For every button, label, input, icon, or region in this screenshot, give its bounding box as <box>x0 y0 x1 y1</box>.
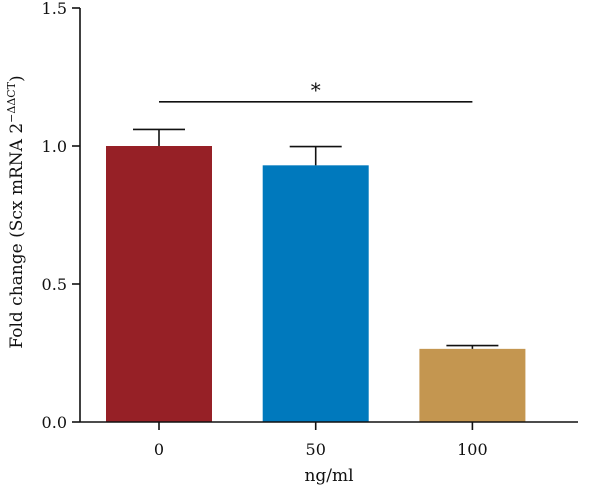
bars-group <box>106 146 526 422</box>
bar-50 <box>262 165 369 422</box>
y-axis-title-main: Fold change (Scx mRNA 2 <box>7 123 27 349</box>
y-axis-title: Fold change (Scx mRNA 2−ΔΔCT) <box>5 75 27 348</box>
y-tick-label-0.0: 0.0 <box>42 413 67 432</box>
error-bars-group <box>133 128 499 349</box>
y-axis-title-superscript: −ΔΔCT <box>5 81 18 123</box>
y-tick-label-1.5: 1.5 <box>42 0 67 18</box>
y-axis-title-close: ) <box>7 75 27 82</box>
x-tick-label-50: 50 <box>306 440 326 459</box>
bar-100 <box>419 348 526 422</box>
significance-group: * <box>159 78 473 103</box>
x-ticks-group: 0 50 100 <box>154 422 488 459</box>
y-ticks-group: 0.0 0.5 1.0 1.5 <box>42 0 80 432</box>
axes-group <box>79 8 578 423</box>
significance-label: * <box>311 78 321 102</box>
x-tick-label-100: 100 <box>457 440 488 459</box>
y-tick-label-0.5: 0.5 <box>42 275 67 294</box>
x-axis-title: ng/ml <box>304 466 353 486</box>
x-tick-label-0: 0 <box>154 440 164 459</box>
bar-0 <box>106 146 212 422</box>
y-tick-label-1.0: 1.0 <box>42 137 67 156</box>
